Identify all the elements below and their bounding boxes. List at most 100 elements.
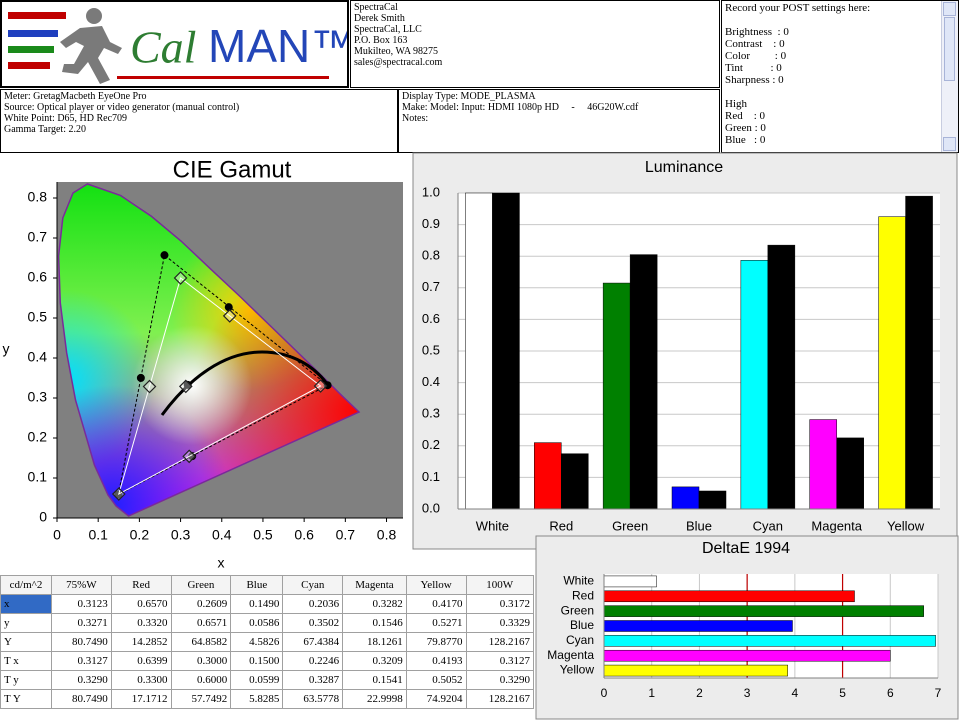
contact-box: SpectraCal Derek Smith SpectraCal, LLC P.O.…	[350, 0, 720, 88]
x-tick-label: 3	[744, 686, 751, 700]
table-cell: 0.4193	[405, 651, 467, 671]
table-cell: 0.2246	[282, 651, 344, 671]
table-cell: 63.5778	[282, 689, 344, 709]
x-tick-label: 0.3	[171, 527, 191, 543]
table-cell: 17.1712	[110, 689, 172, 709]
table-cell: 0.5052	[405, 670, 467, 690]
post-settings-box: Record your POST settings here: Brightnes…	[721, 0, 959, 153]
table-cell: 0.5271	[405, 613, 467, 633]
table-cell: 0.3172	[465, 594, 534, 614]
post-high-title: High	[725, 98, 747, 110]
x-tick-label: 0.2	[130, 527, 150, 543]
bar	[603, 635, 936, 647]
table-cell: 0.3000	[170, 651, 232, 671]
display-line: Make: Model: Input: HDMI 1080p HD - 46G2…	[402, 102, 639, 113]
y-tick-label: 0.7	[28, 229, 48, 245]
table-cell: 74.9204	[405, 689, 467, 709]
target-point	[178, 379, 193, 394]
y-tick-label: 0.3	[28, 389, 48, 405]
bar	[603, 664, 788, 677]
table-cell: 18.1261	[342, 632, 407, 652]
x-tick-label: 0.6	[294, 527, 314, 543]
scrollbar[interactable]	[941, 1, 958, 152]
column-header: cd/m^2	[0, 575, 52, 595]
luminance-panel	[412, 152, 958, 550]
bar	[492, 192, 520, 510]
post-settings: Record your POST settings here: Brightnes…	[725, 2, 955, 146]
logo-box: Cal MAN™	[0, 0, 349, 88]
x-tick-label: 0.7	[336, 527, 356, 543]
post-setting: Tint : 0	[725, 62, 782, 74]
table-cell: 14.2852	[110, 632, 172, 652]
measured-point	[224, 303, 233, 312]
logo-stripe	[8, 12, 66, 19]
x-tick-label: Yellow	[887, 518, 925, 533]
gamut-triangle	[117, 277, 322, 496]
bar	[465, 192, 493, 510]
measured-point	[183, 380, 192, 389]
bar	[878, 216, 906, 510]
scroll-thumb[interactable]	[944, 17, 955, 81]
x-tick-label: 6	[887, 686, 894, 700]
column-header: Cyan	[282, 575, 344, 595]
scroll-down[interactable]	[943, 137, 956, 151]
table-cell: 0.3123	[51, 594, 112, 614]
bar	[603, 605, 924, 617]
measured-point	[160, 251, 169, 260]
bar	[698, 490, 727, 510]
display-box: Display Type: MODE_PLASMA Make: Model: In…	[398, 89, 720, 153]
y-tick-label: 0.2	[28, 429, 48, 445]
bar	[561, 453, 589, 510]
y-tick-label: 0.6	[422, 311, 440, 326]
y-tick-label: 0.2	[422, 437, 440, 452]
y-tick-label: 0.1	[422, 469, 440, 484]
column-header: 75%W	[51, 575, 112, 595]
table-cell: 0.3329	[465, 613, 534, 633]
x-tick-label: White	[476, 518, 509, 533]
contact-line: sales@spectracal.com	[354, 57, 443, 68]
x-tick-label: 0.5	[253, 527, 273, 543]
target-point	[173, 271, 188, 285]
deltae-panel	[535, 535, 959, 720]
meter-box: Meter: GretagMacbeth EyeOne Pro Source: O…	[0, 89, 398, 153]
table-cell: 0.3300	[110, 670, 172, 690]
target-point	[313, 379, 328, 393]
y-tick-label: 0.4	[28, 349, 48, 365]
x-tick-label: Blue	[686, 518, 712, 533]
table-cell: 79.8770	[405, 632, 467, 652]
y-tick-label: 0.8	[28, 189, 48, 205]
table-cell: 0.3282	[342, 594, 407, 614]
y-tick-label: 0.3	[422, 406, 440, 421]
table-cell: 0.3271	[51, 613, 112, 633]
target-point	[222, 309, 237, 323]
contact-line: SpectraCal, LLC	[354, 24, 422, 35]
table-cell: 67.4384	[282, 632, 344, 652]
table-row: y 0.3271 0.3320 0.6571 0.0586 0.3502 0.1546 0.5…	[0, 613, 534, 633]
row-header: T x	[0, 651, 52, 671]
table-cell: 0.0586	[230, 613, 284, 633]
scroll-up[interactable]	[943, 2, 956, 16]
y-tick-label: 0.5	[422, 342, 440, 357]
x-tick-label: Red	[549, 518, 573, 533]
table-cell: 0.6000	[170, 670, 232, 690]
x-axis-label: x	[218, 555, 225, 571]
meter-line: Source: Optical player or video generato…	[4, 102, 240, 113]
y-tick-label: Green	[561, 603, 594, 617]
y-tick-label: Yellow	[560, 663, 595, 677]
display-line: Notes:	[402, 113, 429, 124]
x-tick-label: 1	[648, 686, 655, 700]
row-header: T Y	[0, 689, 52, 709]
bar	[767, 244, 796, 510]
logo-text: MAN™	[208, 20, 347, 72]
bar	[602, 282, 631, 510]
row-header: y	[0, 613, 52, 633]
logo-stripe	[8, 30, 58, 37]
y-tick-label: 0.1	[28, 469, 48, 485]
y-tick-label: Red	[572, 588, 594, 602]
measured-point	[114, 490, 123, 499]
column-header: Yellow	[405, 575, 467, 595]
bar	[603, 575, 657, 588]
bar	[603, 590, 855, 603]
y-tick-label: 1.0	[422, 184, 440, 199]
target-point	[111, 487, 126, 501]
